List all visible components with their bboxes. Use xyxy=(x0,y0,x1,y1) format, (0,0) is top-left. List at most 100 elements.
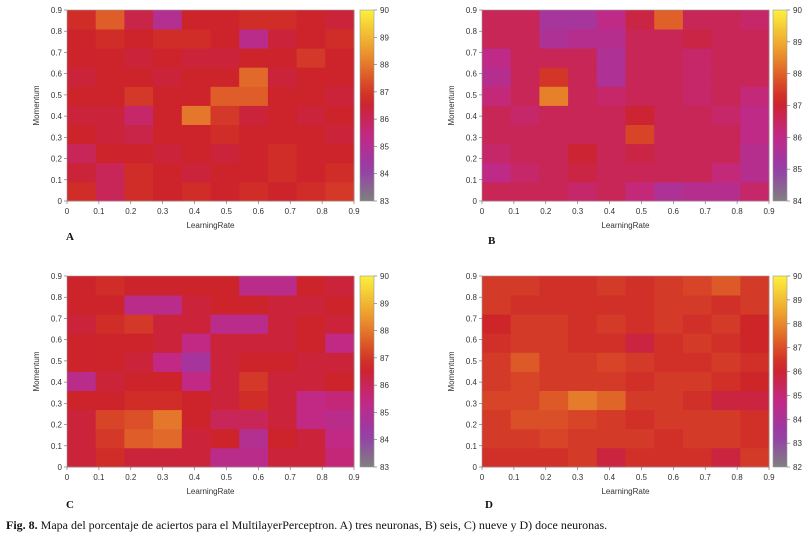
heatmap-cell xyxy=(568,295,598,315)
heatmap-cell xyxy=(95,447,125,468)
x-tick-label: 0.1 xyxy=(93,207,105,216)
x-tick-label: 0.3 xyxy=(157,207,169,216)
heatmap-cell xyxy=(181,276,211,296)
heatmap-cell xyxy=(296,181,326,202)
heatmap-cell xyxy=(711,390,741,411)
heatmap-cell xyxy=(210,67,240,87)
heatmap-cell xyxy=(210,333,240,353)
heatmap-cell xyxy=(239,86,269,106)
heatmap-cell xyxy=(682,428,712,449)
heatmap-cell xyxy=(296,409,326,430)
heatmap-cell xyxy=(682,181,712,202)
y-tick-label: 0.3 xyxy=(51,399,63,408)
heatmap-cell xyxy=(153,276,183,296)
heatmap-cell xyxy=(740,371,770,391)
x-tick-label: 0.4 xyxy=(604,473,616,482)
heatmap-cell xyxy=(510,124,540,145)
x-tick-label: 0.7 xyxy=(700,207,712,216)
colorbar-tick-label: 85 xyxy=(793,391,802,400)
y-tick-label: 0.4 xyxy=(466,112,478,121)
y-tick-label: 0.9 xyxy=(51,272,63,281)
heatmap-cell xyxy=(124,181,154,202)
y-tick-label: 0.9 xyxy=(51,6,63,15)
heatmap-cell xyxy=(682,86,712,106)
heatmap-cell xyxy=(596,29,626,49)
heatmap-cell xyxy=(740,276,770,296)
y-tick-label: 0.4 xyxy=(51,378,63,387)
heatmap-cell xyxy=(325,390,355,411)
heatmap-cell xyxy=(539,428,569,449)
heatmap-cell xyxy=(67,143,97,164)
panel-letter: B xyxy=(488,235,496,247)
y-tick-label: 0.2 xyxy=(466,155,478,164)
heatmap-cell xyxy=(124,124,154,145)
heatmap-cell xyxy=(740,29,770,49)
heatmap-cell xyxy=(95,428,125,449)
heatmap-cell xyxy=(325,409,355,430)
heatmap-cell xyxy=(153,143,183,164)
heatmap-cell xyxy=(124,10,154,30)
colorbar-tick-label: 87 xyxy=(380,88,389,97)
heatmap-cell xyxy=(95,333,125,353)
heatmap-cell xyxy=(510,181,540,202)
heatmap-cell xyxy=(482,124,512,145)
heatmap-cell xyxy=(510,48,540,68)
heatmap-cell xyxy=(482,181,512,202)
heatmap-cell xyxy=(239,333,269,353)
heatmap-cell xyxy=(267,352,297,372)
heatmap-cell xyxy=(482,105,512,125)
heatmap-cell xyxy=(539,371,569,391)
heatmap-cell xyxy=(296,48,326,68)
x-tick-label: 0.3 xyxy=(157,473,169,482)
heatmap-cell xyxy=(153,333,183,353)
heatmap-cell xyxy=(625,428,655,449)
heatmap-cell xyxy=(510,428,540,449)
heatmap-cell xyxy=(267,48,297,68)
heatmap-cell xyxy=(267,314,297,334)
heatmap-cell xyxy=(539,124,569,145)
heatmap-cell xyxy=(296,29,326,49)
heatmap-cell xyxy=(568,333,598,353)
heatmap-cell xyxy=(625,371,655,391)
heatmap-cell xyxy=(181,447,211,468)
heatmap-cell xyxy=(95,162,125,183)
y-tick-label: 0.8 xyxy=(466,293,478,302)
heatmap-cell xyxy=(153,352,183,372)
y-tick-label: 0.2 xyxy=(51,155,63,164)
x-tick-label: 0.1 xyxy=(93,473,105,482)
heatmap-cell xyxy=(267,162,297,183)
y-tick-label: 0.9 xyxy=(466,272,478,281)
colorbar-tick-label: 82 xyxy=(793,463,802,472)
heatmap-cell xyxy=(153,10,183,30)
heatmap-cell xyxy=(654,371,684,391)
y-tick-label: 0.1 xyxy=(51,176,63,185)
x-tick-label: 0.8 xyxy=(732,207,744,216)
heatmap-cell xyxy=(239,48,269,68)
heatmap-cell xyxy=(325,314,355,334)
heatmap-cell xyxy=(625,276,655,296)
heatmap-cell xyxy=(596,67,626,87)
heatmap-cell xyxy=(539,295,569,315)
heatmap-cell xyxy=(510,10,540,30)
heatmap-cell xyxy=(625,124,655,145)
heatmap-cell xyxy=(654,10,684,30)
heatmap-cell xyxy=(153,48,183,68)
heatmap-cell xyxy=(482,447,512,468)
colorbar-tick-label: 84 xyxy=(793,197,802,206)
heatmap-cell xyxy=(124,295,154,315)
heatmap-cell xyxy=(539,181,569,202)
heatmap-cell xyxy=(95,409,125,430)
heatmap-cell xyxy=(267,428,297,449)
heatmap-cell xyxy=(124,105,154,125)
heatmap-cell xyxy=(654,333,684,353)
heatmap-cell xyxy=(124,143,154,164)
heatmap-cell xyxy=(239,143,269,164)
x-tick-label: 0.3 xyxy=(572,207,584,216)
heatmap-cell xyxy=(325,124,355,145)
heatmap-cell xyxy=(711,162,741,183)
heatmap-cell xyxy=(654,86,684,106)
colorbar-tick-label: 86 xyxy=(380,115,389,124)
heatmap-cell xyxy=(325,352,355,372)
heatmap-cell xyxy=(482,67,512,87)
heatmap-cell xyxy=(482,314,512,334)
